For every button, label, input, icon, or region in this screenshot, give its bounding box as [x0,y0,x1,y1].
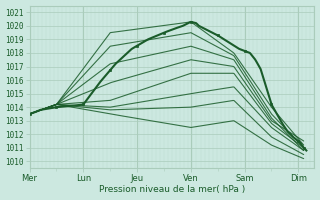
X-axis label: Pression niveau de la mer( hPa ): Pression niveau de la mer( hPa ) [99,185,245,194]
